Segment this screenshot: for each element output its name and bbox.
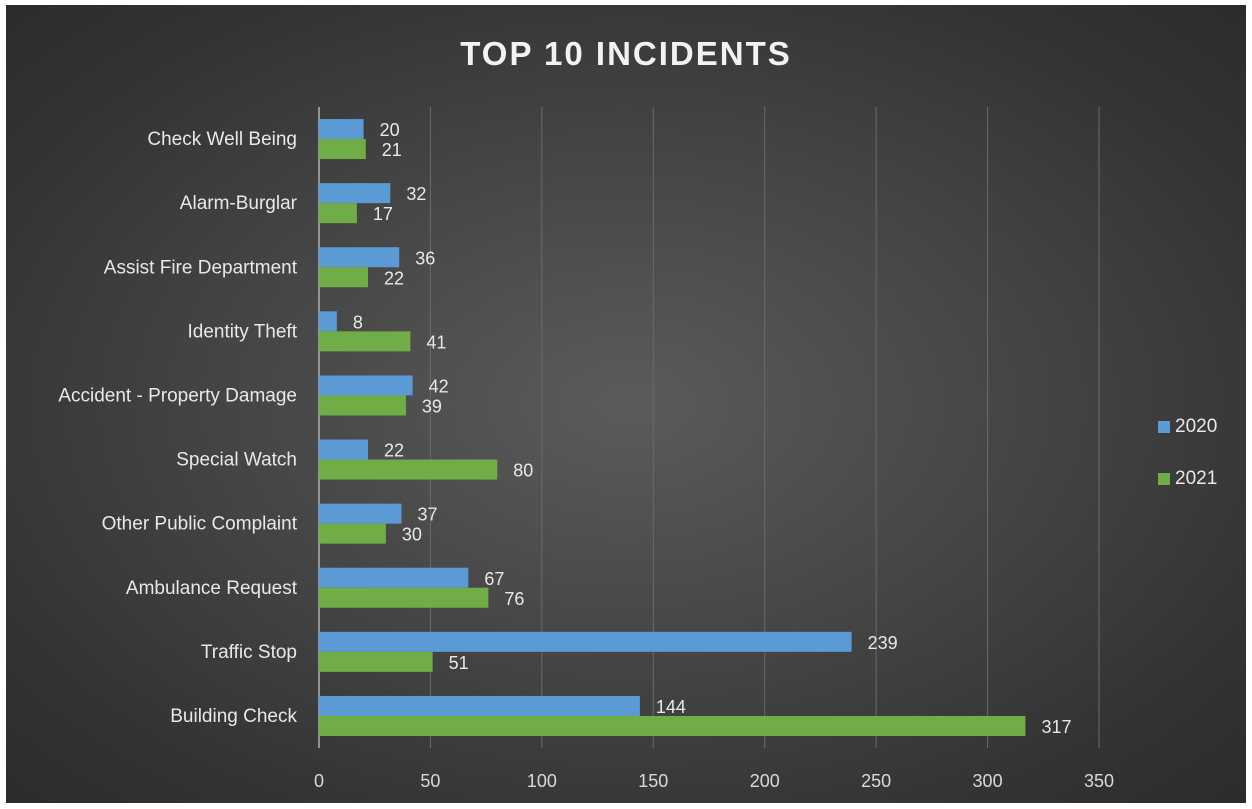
bar [319, 311, 337, 332]
data-label: 22 [384, 441, 404, 461]
data-label: 144 [656, 697, 686, 717]
category-label: Alarm-Burglar [180, 193, 298, 214]
data-label: 51 [449, 653, 469, 673]
data-label: 39 [422, 396, 442, 416]
x-tick-label: 350 [1084, 771, 1114, 791]
chart-area: TOP 10 INCIDENTS 0 50 100 150 200 250 300 350 Ch… [6, 5, 1246, 803]
category-label: Assist Fire Department [104, 257, 298, 278]
category-label: Traffic Stop [201, 642, 297, 663]
category-label: Check Well Being [147, 129, 297, 150]
data-label: 21 [382, 140, 402, 160]
bar [319, 503, 402, 524]
x-tick-label: 0 [314, 771, 324, 791]
category-label: Building Check [170, 706, 297, 727]
category-label: Ambulance Request [126, 578, 298, 599]
x-tick-label: 250 [861, 771, 891, 791]
bar [319, 651, 433, 672]
x-tick-label: 300 [973, 771, 1003, 791]
data-label: 22 [384, 268, 404, 288]
bar [319, 587, 489, 608]
bar [319, 523, 386, 544]
data-label: 32 [406, 184, 426, 204]
legend-item: 2021 [1158, 467, 1217, 491]
bar [319, 395, 406, 416]
bar [319, 267, 369, 288]
bar [319, 695, 640, 716]
bar [319, 247, 400, 268]
data-label: 36 [415, 248, 435, 268]
category-label: Other Public Complaint [102, 514, 298, 535]
bar [319, 459, 498, 480]
x-tick-label: 50 [420, 771, 440, 791]
legend: 2020 2021 [1158, 415, 1217, 519]
legend-swatch [1158, 473, 1170, 485]
bar [319, 119, 364, 140]
data-label: 76 [504, 589, 524, 609]
legend-item: 2020 [1158, 415, 1217, 439]
data-label: 317 [1041, 717, 1071, 737]
data-label: 42 [429, 376, 449, 396]
data-label: 20 [380, 120, 400, 140]
x-tick-label: 200 [750, 771, 780, 791]
bar [319, 139, 366, 160]
data-label: 67 [484, 569, 504, 589]
bar [319, 567, 469, 588]
data-label: 37 [417, 505, 437, 525]
category-label: Identity Theft [188, 321, 298, 342]
category-label: Special Watch [176, 450, 297, 471]
bar [319, 375, 413, 396]
bar [319, 183, 391, 204]
data-label: 239 [868, 633, 898, 653]
category-label: Accident - Property Damage [58, 385, 297, 406]
legend-label: 2020 [1175, 416, 1218, 437]
bar [319, 439, 369, 460]
bar [319, 715, 1026, 736]
data-label: 8 [353, 312, 363, 332]
legend-swatch [1158, 421, 1170, 433]
bar [319, 203, 357, 224]
bar [319, 631, 852, 652]
data-label: 41 [426, 332, 446, 352]
data-label: 80 [513, 461, 533, 481]
data-label: 17 [373, 204, 393, 224]
x-tick-label: 100 [527, 771, 557, 791]
x-tick-label: 150 [638, 771, 668, 791]
legend-label: 2021 [1175, 468, 1218, 489]
bar [319, 331, 411, 352]
data-label: 30 [402, 525, 422, 545]
chart-title: TOP 10 INCIDENTS [460, 35, 792, 72]
